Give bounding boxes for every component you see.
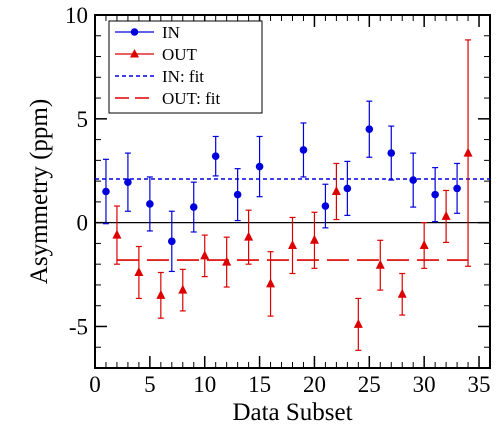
x-tick-label: 15: [248, 372, 271, 397]
data-point-in: [255, 162, 264, 171]
y-tick-label: 0: [77, 211, 89, 236]
legend-label: OUT: [162, 45, 198, 64]
x-tick-label: 30: [413, 372, 436, 397]
data-point-out: [200, 250, 210, 260]
y-tick-label: -5: [69, 314, 88, 339]
x-axis-label: Data Subset: [232, 399, 352, 426]
x-tick-label: 0: [89, 372, 101, 397]
legend: IN OUT IN: fit OUT: fit: [108, 20, 263, 114]
y-tick-label: 5: [77, 107, 89, 132]
x-tick-label: 35: [468, 372, 491, 397]
data-point-in: [453, 184, 461, 193]
data-point-out: [463, 147, 473, 157]
legend-marker-triangle: [130, 49, 139, 58]
data-point-in: [168, 237, 176, 246]
x-tick-label: 25: [358, 372, 381, 397]
data-point-out: [112, 229, 122, 239]
data-point-out: [134, 266, 144, 276]
data-point-in: [189, 203, 198, 211]
data-point-out: [266, 278, 276, 288]
x-tick-label: 10: [193, 372, 216, 397]
fit-lines: [95, 178, 490, 261]
data-point-in: [124, 178, 132, 186]
data-point-out: [419, 239, 429, 249]
data-point-out: [441, 210, 451, 220]
legend-label: IN: [162, 23, 180, 42]
x-tick-label: 20: [303, 372, 326, 397]
data-points: [102, 39, 473, 351]
data-point-in: [409, 176, 417, 184]
data-point-out: [222, 256, 232, 266]
legend-marker-circle: [130, 28, 139, 36]
data-point-in: [365, 125, 374, 134]
legend-label: OUT: fit: [162, 89, 220, 108]
data-point-out: [309, 234, 319, 244]
legend-label: IN: fit: [162, 67, 204, 86]
data-point-out: [178, 284, 188, 294]
data-point-in: [321, 202, 330, 210]
x-tick-label: 5: [144, 372, 156, 397]
data-point-out: [156, 289, 166, 299]
y-axis-label: Asymmetry (ppm): [26, 99, 53, 284]
data-point-out: [397, 288, 407, 298]
data-point-out: [375, 259, 385, 269]
data-point-out: [353, 318, 363, 328]
data-point-in: [387, 149, 396, 157]
data-point-in: [146, 200, 154, 208]
data-point-out: [244, 231, 254, 241]
data-point-in: [102, 187, 110, 196]
data-point-in: [211, 152, 220, 160]
data-point-in: [299, 146, 308, 154]
y-tick-label: 10: [65, 3, 88, 28]
legend-box: [108, 20, 263, 114]
data-point-in: [343, 184, 352, 193]
data-point-out: [288, 239, 297, 249]
data-point-in: [233, 190, 242, 199]
data-point-in: [431, 190, 439, 199]
data-point-out: [331, 186, 341, 195]
